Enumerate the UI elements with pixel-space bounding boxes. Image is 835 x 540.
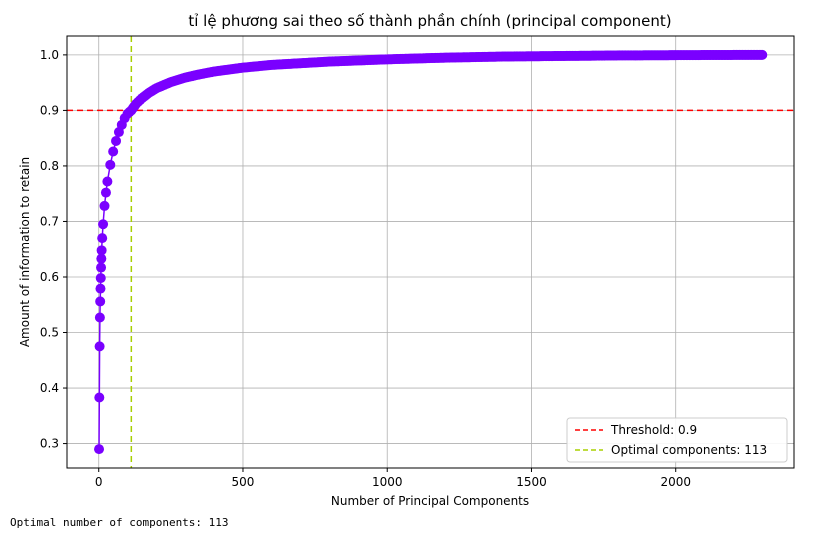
data-point bbox=[96, 253, 107, 264]
legend: Threshold: 0.9 Optimal components: 113 bbox=[566, 417, 788, 463]
data-point bbox=[94, 312, 105, 323]
plot-frame bbox=[66, 35, 795, 469]
y-tick-label: 0.6 bbox=[40, 270, 59, 284]
data-point bbox=[95, 273, 106, 284]
data-point bbox=[94, 341, 105, 352]
y-tick-label: 0.9 bbox=[40, 103, 59, 117]
legend-box bbox=[566, 417, 788, 463]
chart-title: tỉ lệ phương sai theo số thành phần chín… bbox=[188, 12, 671, 30]
data-point bbox=[102, 176, 113, 187]
grid-layer bbox=[67, 36, 794, 468]
y-tick-label: 0.4 bbox=[40, 381, 59, 395]
curve-marker bbox=[755, 49, 766, 60]
x-axis-label: Number of Principal Components bbox=[331, 494, 529, 508]
data-point bbox=[97, 233, 108, 244]
y-tick-label: 1.0 bbox=[40, 48, 59, 62]
x-tick-label: 0 bbox=[95, 475, 103, 489]
data-point bbox=[98, 219, 109, 230]
x-tick-label: 500 bbox=[232, 475, 255, 489]
data-point bbox=[100, 187, 111, 198]
x-tick-label: 2000 bbox=[660, 475, 691, 489]
y-tick-label: 0.7 bbox=[40, 214, 59, 228]
legend-threshold-label: Threshold: 0.9 bbox=[610, 423, 697, 437]
data-point bbox=[96, 245, 107, 256]
data-point bbox=[99, 200, 110, 211]
x-tick-label: 1500 bbox=[516, 475, 547, 489]
console-output: Optimal number of components: 113 bbox=[10, 516, 229, 529]
data-point bbox=[95, 283, 106, 294]
data-point bbox=[111, 135, 122, 146]
data-point bbox=[95, 296, 106, 307]
data-point bbox=[94, 392, 105, 403]
series-layer bbox=[94, 49, 768, 455]
data-point bbox=[96, 262, 107, 273]
x-tick-label: 1000 bbox=[372, 475, 403, 489]
data-point bbox=[94, 444, 105, 455]
axis-ticks: 0 500 1000 1500 2000 0.3 0.4 0.5 0.6 0.7 0.8 0.9 1.0 bbox=[40, 48, 691, 489]
data-point bbox=[108, 146, 119, 157]
chart-figure: tỉ lệ phương sai theo số thành phần chín… bbox=[18, 12, 795, 508]
data-point bbox=[105, 159, 116, 170]
y-axis-label: Amount of information to retain bbox=[18, 157, 32, 347]
y-tick-label: 0.8 bbox=[40, 159, 59, 173]
legend-optimal-label: Optimal components: 113 bbox=[611, 443, 767, 457]
y-tick-label: 0.3 bbox=[40, 437, 59, 451]
y-tick-label: 0.5 bbox=[40, 326, 59, 340]
